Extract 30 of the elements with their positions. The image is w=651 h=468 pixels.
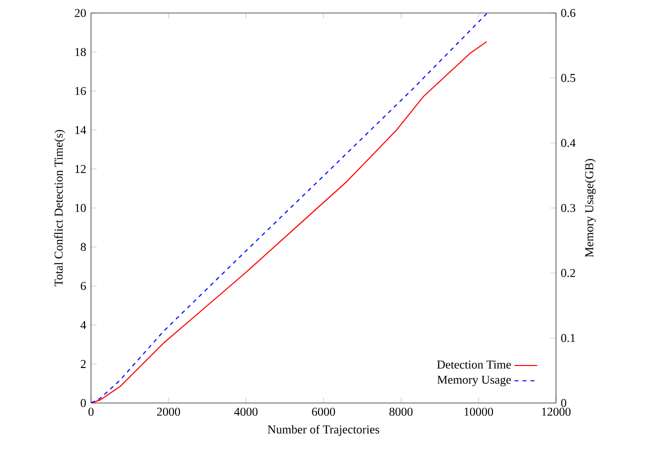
y-tick-label: 20 [74, 8, 86, 18]
y-tick-label: 18 [75, 48, 86, 56]
y2-axis-title: Memory Usage(GB) [584, 159, 596, 258]
y-tick-label: 4 [80, 321, 86, 329]
y-tick-label: 10 [75, 204, 86, 212]
y-tick-label: 14 [75, 126, 86, 134]
x-tick-label: 0 [88, 408, 94, 416]
y-tick-label: 16 [75, 86, 86, 96]
y2-tick-label: 0.1 [561, 334, 575, 342]
x-tick-label: 8000 [389, 408, 413, 416]
x-tick-label: 4000 [234, 408, 258, 416]
y-tick-label: 2 [80, 360, 86, 368]
y-tick-label: 12 [75, 165, 86, 173]
x-axis-title: Number of Trajectories [268, 424, 380, 436]
legend-label: Memory Usage [437, 376, 511, 386]
x-tick-label: 6000 [312, 408, 336, 416]
y2-tick-label: 0.3 [561, 204, 576, 212]
x-tick-label: 2000 [157, 408, 180, 416]
y-tick-label: 0 [80, 398, 86, 408]
y-axis-title: Total Conflict Detection Time(s) [54, 130, 66, 286]
y2-tick-label: 0.6 [561, 8, 576, 18]
y2-tick-label: 0.5 [561, 74, 576, 82]
y2-tick-label: 0.4 [561, 138, 576, 148]
x-tick-label: 10000 [464, 408, 494, 416]
x-tick-label: 12000 [542, 408, 571, 416]
y-tick-label: 8 [80, 242, 86, 252]
y-tick-label: 6 [80, 282, 86, 290]
y2-tick-label: 0 [561, 398, 566, 408]
legend-label: Detection Time [437, 360, 511, 369]
y2-tick-label: 0.2 [561, 268, 576, 278]
